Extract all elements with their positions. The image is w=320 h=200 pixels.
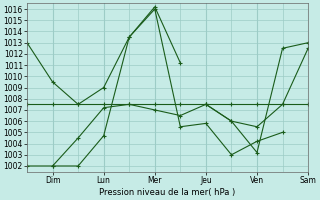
X-axis label: Pression niveau de la mer( hPa ): Pression niveau de la mer( hPa ) — [100, 188, 236, 197]
